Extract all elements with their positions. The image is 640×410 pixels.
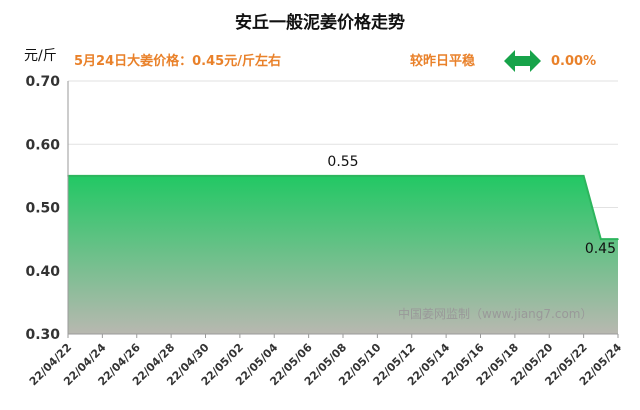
data-point bbox=[410, 175, 413, 177]
data-point bbox=[290, 175, 293, 177]
data-point bbox=[462, 175, 465, 177]
y-tick-label: 0.50 bbox=[25, 201, 60, 217]
data-point bbox=[221, 175, 224, 177]
price-note: 5月24日大姜价格：0.45元/斤左右 bbox=[74, 53, 281, 69]
y-axis: 0.30 0.40 0.50 0.60 0.70 bbox=[25, 74, 69, 343]
data-point bbox=[204, 175, 207, 177]
data-point bbox=[342, 175, 344, 177]
y-tick-label: 0.40 bbox=[25, 264, 60, 280]
data-point bbox=[187, 175, 190, 177]
area-fill bbox=[68, 175, 618, 334]
data-point bbox=[496, 175, 499, 177]
data-point bbox=[600, 238, 602, 240]
chart-title: 安丘一般泥姜价格走势 bbox=[235, 12, 405, 33]
data-point bbox=[170, 175, 172, 177]
data-point bbox=[135, 175, 138, 177]
y-tick-label: 0.70 bbox=[25, 74, 60, 90]
area-series bbox=[67, 174, 619, 334]
x-axis: 22/04/2222/04/2422/04/2622/04/2822/04/30… bbox=[27, 333, 624, 388]
data-point bbox=[428, 175, 430, 177]
data-point bbox=[118, 175, 121, 177]
data-point bbox=[531, 175, 533, 177]
data-point bbox=[84, 175, 86, 177]
data-point bbox=[376, 175, 379, 177]
change-value: 0.00% bbox=[551, 54, 596, 69]
data-point bbox=[565, 175, 568, 177]
double-arrow-icon bbox=[504, 50, 541, 72]
data-point bbox=[548, 175, 551, 177]
data-point bbox=[325, 175, 327, 177]
data-point bbox=[153, 175, 155, 177]
data-point bbox=[582, 175, 585, 177]
data-labels: 0.55 0.45 bbox=[327, 154, 616, 257]
data-point bbox=[101, 175, 104, 177]
data-point bbox=[514, 175, 516, 177]
watermark: 中国姜网监制（www.jiang7.com） bbox=[398, 306, 592, 321]
data-label: 0.55 bbox=[327, 154, 358, 170]
compare-label: 较昨日平稳 bbox=[410, 53, 475, 69]
y-tick-label: 0.60 bbox=[25, 137, 60, 153]
data-point bbox=[359, 175, 361, 177]
data-point bbox=[393, 175, 396, 177]
data-point bbox=[617, 238, 619, 240]
data-point bbox=[256, 175, 258, 177]
data-point bbox=[239, 175, 241, 177]
data-label: 0.45 bbox=[585, 241, 616, 257]
y-tick-label: 0.30 bbox=[25, 327, 60, 343]
data-point bbox=[479, 175, 482, 177]
y-unit-label: 元/斤 bbox=[24, 48, 57, 64]
data-point bbox=[273, 175, 276, 177]
data-point bbox=[445, 175, 447, 177]
data-point bbox=[307, 175, 310, 177]
